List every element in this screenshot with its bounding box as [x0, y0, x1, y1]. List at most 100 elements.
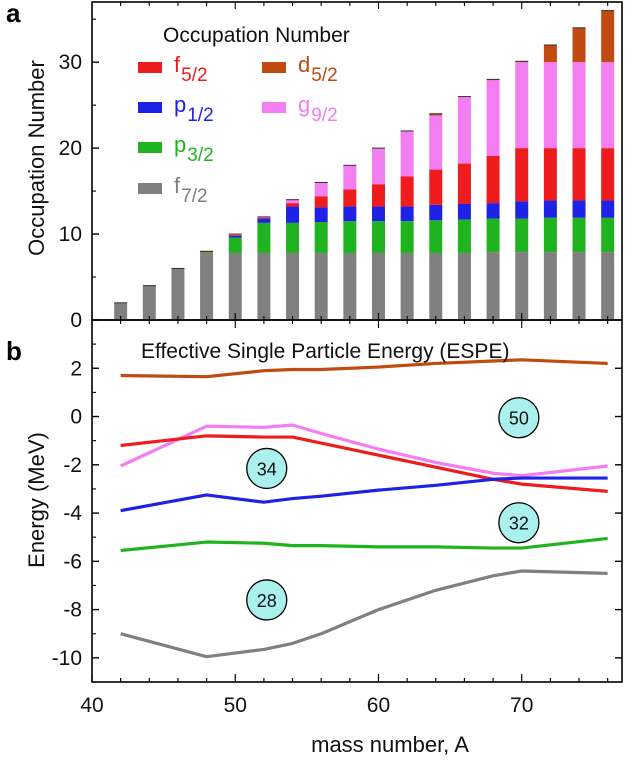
bar-p1-2-a56 — [314, 207, 328, 223]
panel-b-title: Effective Single Particle Energy (ESPE) — [141, 340, 509, 363]
legend-swatch-p1-2 — [138, 102, 162, 113]
bar-g9-2-a54 — [286, 199, 300, 204]
bar-f7-2-a54 — [286, 252, 300, 320]
xtick-label-60: 60 — [367, 694, 390, 717]
panel-b-gap-labels: 50 34 32 28 — [246, 397, 540, 621]
gap-label-28: 28 — [257, 591, 277, 611]
bar-p1-2-a50 — [228, 235, 242, 238]
espe-line-f7-2 — [120, 569, 608, 659]
gap-label-34: 34 — [257, 459, 277, 479]
legend-label-f7-2: f7/2 — [174, 173, 208, 207]
panel-a-y-axis-title: Occupation Number — [24, 60, 49, 256]
panel-b-ytick-label--6: -6 — [63, 550, 82, 573]
bar-f5-2-a68 — [486, 155, 500, 204]
bar-f5-2-a62 — [400, 176, 414, 207]
panel-b-ytick-label--10: -10 — [52, 647, 82, 670]
xtick-label-50: 50 — [224, 694, 247, 717]
legend: f5/2 p1/2 p3/2 f7/2 d5/2 g9/2 — [138, 52, 338, 207]
bar-g9-2-a66 — [457, 96, 471, 164]
gap-circle-32 — [498, 502, 540, 544]
bar-p1-2-a58 — [343, 206, 357, 222]
legend-swatch-g9-2 — [262, 102, 286, 113]
bar-p1-2-a52 — [257, 218, 271, 223]
gap-label-50: 50 — [509, 409, 529, 429]
bar-d5-2-a64 — [429, 113, 443, 116]
bar-f7-2-a70 — [515, 252, 529, 320]
bar-p3-2-a56 — [314, 222, 328, 253]
bar-p1-2-a70 — [515, 201, 529, 219]
gap-circle-50 — [498, 397, 540, 439]
panel-a-ytick-label-0: 0 — [70, 309, 82, 332]
bar-p3-2-a64 — [429, 220, 443, 253]
bar-f5-2-a70 — [515, 148, 529, 202]
xtick-label-40: 40 — [80, 694, 103, 717]
bar-g9-2-a64 — [429, 115, 443, 170]
bar-f5-2-a74 — [572, 148, 586, 201]
bar-p3-2-a72 — [543, 217, 557, 253]
bar-f7-2-a44 — [142, 285, 156, 320]
bar-f7-2-a68 — [486, 252, 500, 320]
bar-g9-2-a60 — [371, 148, 385, 185]
legend-swatch-p3-2 — [138, 142, 162, 153]
bar-g9-2-a70 — [515, 62, 529, 149]
bar-g9-2-a72 — [543, 62, 557, 149]
bar-g9-2-a58 — [343, 165, 357, 190]
bar-p3-2-a54 — [286, 222, 300, 253]
bar-g9-2-a68 — [486, 80, 500, 156]
bar-p1-2-a66 — [457, 203, 471, 220]
bar-p3-2-a60 — [371, 221, 385, 253]
panel-b-y-axis-title: Energy (MeV) — [24, 432, 49, 568]
panel-b: -10 -8 -6 -4 -2 0 2 40 50 60 70 50 34 32 28 b Effecti… — [6, 319, 623, 757]
bar-p1-2-a60 — [371, 206, 385, 222]
bar-p3-2-a74 — [572, 217, 586, 253]
legend-label-f5-2: f5/2 — [174, 52, 208, 86]
bar-f5-2-a76 — [601, 148, 615, 201]
panel-b-ytick-label-2: 2 — [70, 357, 82, 380]
panel-b-frame — [91, 319, 623, 683]
bar-p1-2-a68 — [486, 203, 500, 219]
legend-swatch-f5-2 — [138, 62, 162, 73]
bar-f5-2-a50 — [228, 234, 242, 236]
x-axis-title: mass number, A — [311, 732, 469, 757]
legend-label-p1-2: p1/2 — [174, 92, 214, 126]
legend-label-g9-2: g9/2 — [298, 92, 338, 126]
espe-line-p3-2 — [120, 536, 608, 553]
panel-b-ytick-label--2: -2 — [63, 454, 82, 477]
panel-b-letter: b — [6, 336, 22, 366]
bar-p1-2-a62 — [400, 206, 414, 222]
bar-f7-2-a52 — [257, 252, 271, 320]
espe-line-p1-2 — [120, 476, 608, 513]
bar-p3-2-a58 — [343, 221, 357, 253]
panel-b-axes: -10 -8 -6 -4 -2 0 2 40 50 60 70 — [52, 320, 622, 717]
bar-p1-2-a54 — [286, 206, 300, 223]
bar-p1-2-a64 — [429, 204, 443, 221]
bar-p3-2-a50 — [228, 237, 242, 253]
bar-f5-2-a60 — [371, 184, 385, 207]
bar-d5-2-a72 — [543, 44, 557, 63]
bar-f7-2-a56 — [314, 252, 328, 320]
bar-f7-2-a62 — [400, 252, 414, 320]
bar-f7-2-a64 — [429, 252, 443, 320]
gap-circle-28 — [246, 579, 288, 621]
bar-f7-2-a76 — [601, 252, 615, 320]
espe-line-g9-2 — [119, 423, 608, 478]
bar-f5-2-a56 — [314, 196, 328, 208]
bar-f7-2-a60 — [371, 252, 385, 320]
bar-d5-2-a74 — [572, 27, 586, 63]
bar-g9-2-a62 — [400, 130, 414, 177]
bar-p3-2-a70 — [515, 218, 529, 253]
bar-f7-2-a46 — [171, 268, 185, 320]
legend-label-d5-2: d5/2 — [298, 52, 338, 86]
legend-swatch-d5-2 — [262, 62, 286, 73]
bar-f5-2-a72 — [543, 148, 557, 201]
bar-f7-2-a72 — [543, 252, 557, 320]
bar-p3-2-a62 — [400, 221, 414, 253]
bar-d5-2-a76 — [601, 10, 615, 63]
espe-line-d5-2 — [120, 358, 608, 379]
bar-p3-2-a76 — [601, 217, 615, 253]
bar-g9-2-a76 — [601, 62, 615, 149]
panel-a-ytick-label-30: 30 — [59, 51, 82, 74]
panel-a-ytick-label-20: 20 — [59, 137, 82, 160]
bar-p3-2-a48 — [200, 252, 214, 253]
